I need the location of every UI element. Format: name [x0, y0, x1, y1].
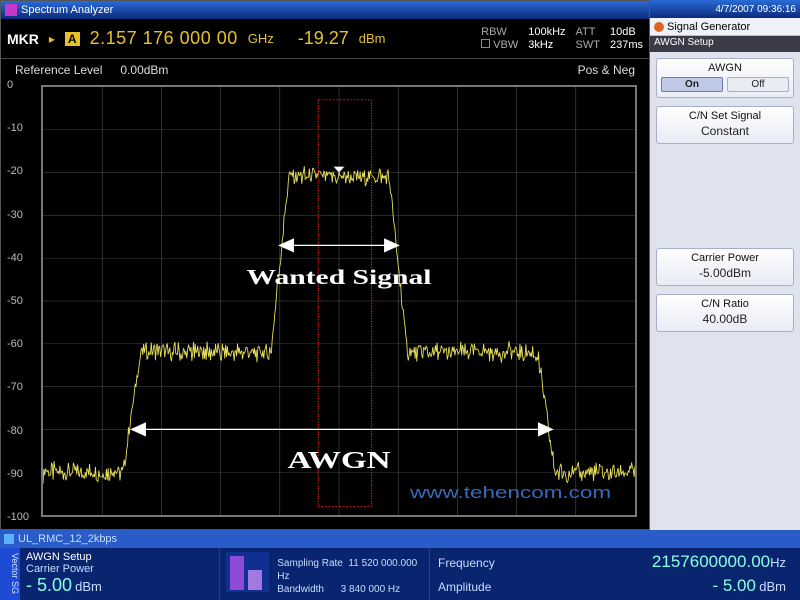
marker-index: A	[65, 32, 80, 46]
cn-ratio-value: 40.00dB	[661, 312, 789, 326]
bandwidth-value: 3 840 000 Hz	[341, 584, 401, 595]
file-row: UL_RMC_12_2kbps	[0, 530, 800, 548]
cn-set-title: C/N Set Signal	[661, 110, 789, 122]
carrier-power-panel: AWGN Setup Carrier Power - 5.00 dBm	[20, 548, 220, 600]
y-tick-label: -90	[7, 468, 23, 480]
vbw-label: VBW	[481, 39, 518, 51]
amplitude-value: - 5.00	[712, 576, 755, 595]
level-bars-icon	[226, 552, 269, 592]
frequency-value: 2157600000.00	[652, 552, 770, 571]
marker-label: MKR	[7, 31, 39, 47]
y-tick-label: -10	[7, 122, 23, 134]
att-value: 10dB	[610, 26, 643, 38]
y-tick-label: -100	[7, 511, 29, 523]
marker-level-unit: dBm	[359, 31, 386, 46]
freq-amp-panel: Frequency 2157600000.00Hz Amplitude - 5.…	[430, 548, 800, 600]
amplitude-label: Amplitude	[438, 580, 491, 594]
y-tick-label: -60	[7, 338, 23, 350]
awgn-toggle-button[interactable]: AWGN On Off	[656, 58, 794, 98]
awgn-on-button[interactable]: On	[661, 77, 723, 92]
bottom-strip: UL_RMC_12_2kbps Vector SG AWGN Setup Car…	[0, 530, 800, 600]
frequency-unit: Hz	[770, 555, 786, 570]
rbw-value: 100kHz	[528, 26, 565, 38]
svg-text:Wanted Signal: Wanted Signal	[247, 265, 432, 289]
bandwidth-label: Bandwidth	[277, 584, 324, 595]
cn-ratio-title: C/N Ratio	[661, 298, 789, 310]
carrier-power-value: -5.00dBm	[661, 266, 789, 280]
marker-frequency-unit: GHz	[248, 31, 274, 46]
marker-level: -19.27	[298, 28, 349, 49]
reference-level-value: 0.00dBm	[120, 63, 168, 77]
side-header-title: Signal Generator	[667, 21, 750, 33]
side-subheader: AWGN Setup	[650, 36, 800, 52]
top-row: Spectrum Analyzer MKR ▸ A 2.157 176 000 …	[0, 0, 800, 530]
main-pane: Spectrum Analyzer MKR ▸ A 2.157 176 000 …	[0, 0, 650, 530]
graph-area: 0 -10 -20 -30 -40 -50 -60 -70 -80 -90 -100 Wanted …	[1, 81, 649, 529]
file-icon	[4, 534, 14, 544]
att-label: ATT	[576, 26, 600, 38]
clock: 4/7/2007 09:36:16	[650, 0, 800, 18]
awgn-title: AWGN	[661, 62, 789, 74]
app-icon	[5, 4, 17, 16]
vector-sg-label: Vector SG	[0, 548, 20, 600]
carrier-power-title: Carrier Power	[661, 252, 789, 264]
side-header: Signal Generator	[650, 18, 800, 36]
signal-generator-icon	[654, 22, 664, 32]
app-title: Spectrum Analyzer	[21, 4, 113, 16]
frequency-label: Frequency	[438, 556, 495, 570]
vbw-checkbox-icon[interactable]	[481, 39, 490, 48]
marker-frequency: 2.157 176 000 00	[90, 28, 238, 49]
sampling-rate-label: Sampling Rate	[277, 558, 343, 569]
swt-value: 237ms	[610, 39, 643, 51]
app-root: Spectrum Analyzer MKR ▸ A 2.157 176 000 …	[0, 0, 800, 600]
awgn-toggle-row: On Off	[661, 77, 789, 92]
status-row: Vector SG AWGN Setup Carrier Power - 5.0…	[0, 548, 800, 600]
file-name: UL_RMC_12_2kbps	[18, 533, 117, 545]
carrier-power-label: Carrier Power	[26, 563, 213, 575]
sweep-params: RBW 100kHz ATT 10dB VBW 3kHz SWT 237ms	[481, 26, 643, 51]
side-body: AWGN On Off C/N Set Signal Constant Carr…	[650, 52, 800, 530]
amplitude-unit: dBm	[759, 579, 786, 594]
modulation-panel: Sampling Rate 11 520 000.000 Hz Bandwidt…	[220, 548, 430, 600]
carrier-power-unit: dBm	[75, 579, 102, 594]
readout-bar: MKR ▸ A 2.157 176 000 00 GHz -19.27 dBm …	[1, 19, 649, 59]
titlebar: Spectrum Analyzer	[1, 1, 649, 19]
detector-mode: Pos & Neg	[578, 63, 635, 77]
y-tick-label: -20	[7, 165, 23, 177]
svg-text:AWGN: AWGN	[287, 447, 390, 474]
cn-ratio-button[interactable]: C/N Ratio 40.00dB	[656, 294, 794, 332]
carrier-power-button[interactable]: Carrier Power -5.00dBm	[656, 248, 794, 286]
reference-level-label: Reference Level	[15, 63, 102, 77]
y-tick-label: 0	[7, 79, 13, 91]
cn-set-signal-button[interactable]: C/N Set Signal Constant	[656, 106, 794, 144]
rbw-label: RBW	[481, 26, 518, 38]
side-pane: 4/7/2007 09:36:16 Signal Generator AWGN …	[650, 0, 800, 530]
awgn-off-button[interactable]: Off	[727, 77, 789, 92]
reference-bar: Reference Level 0.00dBm Pos & Neg	[1, 59, 649, 81]
svg-text:www.tehencom.com: www.tehencom.com	[409, 484, 611, 502]
y-tick-label: -30	[7, 209, 23, 221]
cn-set-value: Constant	[661, 124, 789, 138]
carrier-power-readout: - 5.00	[26, 575, 72, 595]
awgn-setup-label: AWGN Setup	[26, 551, 213, 563]
y-tick-label: -40	[7, 252, 23, 264]
swt-label: SWT	[576, 39, 600, 51]
spectrum-graph[interactable]: Wanted Signal AWGN www.tehencom.com	[41, 85, 637, 517]
marker-dot-icon: ▸	[49, 32, 55, 46]
vbw-value: 3kHz	[528, 39, 565, 51]
y-tick-label: -50	[7, 295, 23, 307]
y-tick-label: -70	[7, 381, 23, 393]
y-tick-label: -80	[7, 425, 23, 437]
